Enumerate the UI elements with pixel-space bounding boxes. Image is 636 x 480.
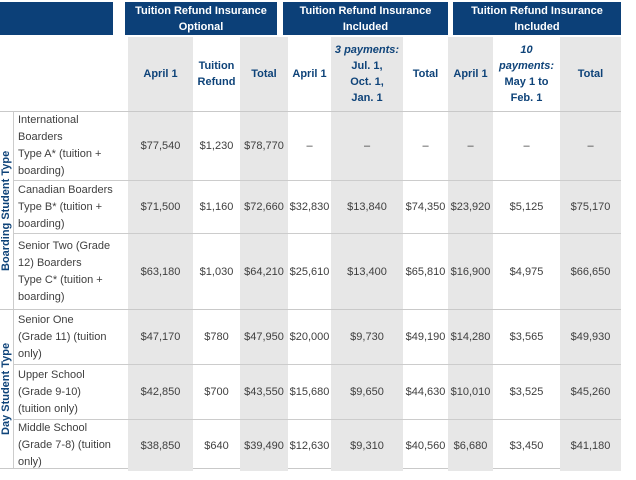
group-header-line2: Optional (178, 20, 224, 33)
group-header-line1: Tuition Refund Insurance (471, 4, 603, 17)
value-cell: $6,680 (448, 420, 493, 471)
value-cell: – (422, 140, 429, 152)
value-cell: $3,565 (509, 331, 544, 343)
table-row: Senior One (Grade 11) (tuition only) $47,… (14, 310, 621, 364)
group-header-line2: Included (342, 20, 389, 33)
row-group-sidebar: Boarding Student Type (0, 112, 14, 309)
value-cell: $1,030 (199, 265, 234, 278)
value-cell: $78,770 (240, 112, 288, 180)
value-cell: – (523, 140, 530, 152)
value-cell: $13,400 (331, 234, 403, 309)
value-cell: $4,975 (509, 265, 544, 278)
group-header-line1: Tuition Refund Insurance (299, 4, 432, 17)
row-group-label: Day Student Type (0, 342, 12, 436)
value-cell: $25,610 (289, 265, 330, 278)
value-cell: $10,010 (448, 365, 493, 419)
table-row: Senior Two (Grade 12) Boarders Type C* (… (14, 233, 621, 309)
row-header: International Boarders Type A* (tuition … (18, 114, 102, 177)
column-header-total-3pay: Total (412, 68, 439, 80)
column-header-row: April 1 Tuition Refund Total April 1 3 p… (128, 37, 621, 111)
value-cell: $9,650 (331, 365, 403, 419)
value-cell: $640 (204, 439, 229, 452)
value-cell: – (331, 112, 403, 180)
value-cell: $20,000 (289, 331, 330, 343)
column-header-april1-10pay: April 1 (448, 37, 493, 111)
column-group-header-included-10pay: Tuition Refund Insurance Included (453, 2, 621, 35)
row-header: Senior Two (Grade 12) Boarders Type C* (… (18, 239, 111, 303)
value-cell: $47,950 (240, 310, 288, 364)
value-cell: $66,650 (560, 234, 621, 309)
value-cell: $780 (204, 331, 229, 343)
value-cell: $16,900 (448, 234, 493, 309)
value-cell: $32,830 (289, 201, 330, 213)
column-group-header-optional: Tuition Refund Insurance Optional (125, 2, 277, 35)
table-row: Middle School (Grade 7-8) (tuition only)… (14, 419, 621, 471)
value-cell: $65,810 (405, 265, 446, 278)
value-cell: – (306, 140, 313, 152)
column-header-3-payments: 3 payments: Jul. 1, Oct. 1, Jan. 1 (331, 37, 403, 111)
value-cell: $64,210 (240, 234, 288, 309)
column-header-april1-optional: April 1 (128, 37, 193, 111)
value-cell: $12,630 (289, 439, 330, 452)
row-group: Day Student Type Senior One (Grade 11) (t… (0, 309, 621, 471)
value-cell: $9,730 (331, 310, 403, 364)
value-cell: $38,850 (128, 420, 193, 471)
value-cell: $13,840 (331, 181, 403, 233)
value-cell: $49,190 (405, 331, 446, 343)
value-cell: $42,850 (128, 365, 193, 419)
column-header-tuition-refund: Tuition Refund (197, 60, 236, 88)
value-cell: $14,280 (448, 310, 493, 364)
value-cell: $72,660 (240, 181, 288, 233)
row-header: Senior One (Grade 11) (tuition only) (18, 313, 107, 360)
value-cell: $41,180 (560, 420, 621, 471)
value-cell: $15,680 (289, 386, 330, 398)
value-cell: $39,490 (240, 420, 288, 471)
group-header-line2: Included (514, 20, 560, 33)
value-cell: $47,170 (128, 310, 193, 364)
value-cell: $3,450 (509, 439, 544, 452)
value-cell: $49,930 (560, 310, 621, 364)
value-cell: $44,630 (405, 386, 446, 398)
value-cell: $5,125 (509, 201, 544, 213)
row-header: Middle School (Grade 7-8) (tuition only) (18, 422, 111, 468)
row-header: Upper School (Grade 9-10) (tuition only) (18, 368, 85, 415)
value-cell: $3,525 (509, 386, 544, 398)
column-header-10-payments: 10 payments: May 1 to Feb. 1 (498, 44, 555, 104)
column-group-header-included-3pay: Tuition Refund Insurance Included (283, 2, 448, 35)
column-header-total-optional: Total (240, 37, 288, 111)
value-cell: $77,540 (128, 112, 193, 180)
value-cell: $75,170 (560, 181, 621, 233)
value-cell: $63,180 (128, 234, 193, 309)
value-cell: $71,500 (128, 181, 193, 233)
column-header-april1-3pay: April 1 (292, 68, 327, 80)
value-cell: $1,230 (199, 140, 234, 152)
value-cell: $40,560 (405, 439, 446, 452)
row-group-label: Boarding Student Type (0, 150, 12, 271)
value-cell: – (560, 112, 621, 180)
value-cell: $74,350 (405, 201, 446, 213)
table-row: International Boarders Type A* (tuition … (14, 112, 621, 180)
value-cell: $45,260 (560, 365, 621, 419)
value-cell: $9,310 (331, 420, 403, 471)
value-cell: $1,160 (199, 201, 234, 213)
column-header-total-10pay: Total (560, 37, 621, 111)
row-group: Boarding Student Type International Board… (0, 112, 621, 309)
corner-header-cell (0, 2, 113, 35)
value-cell: $700 (204, 386, 229, 398)
row-header: Canadian Boarders Type B* (tuition + boa… (18, 183, 113, 230)
table-row: Canadian Boarders Type B* (tuition + boa… (14, 180, 621, 233)
value-cell: – (448, 112, 493, 180)
group-header-line1: Tuition Refund Insurance (135, 4, 267, 17)
row-group-sidebar: Day Student Type (0, 310, 14, 468)
value-cell: $43,550 (240, 365, 288, 419)
table-body: Boarding Student Type International Board… (0, 111, 621, 471)
table-row: Upper School (Grade 9-10) (tuition only)… (14, 364, 621, 419)
value-cell: $23,920 (448, 181, 493, 233)
